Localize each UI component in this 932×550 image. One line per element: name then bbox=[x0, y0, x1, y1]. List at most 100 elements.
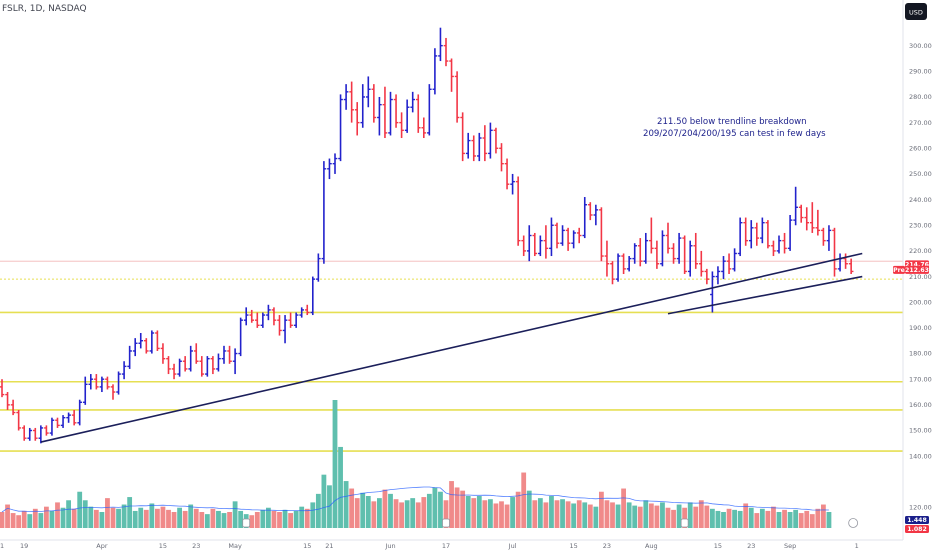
volume-bar bbox=[421, 497, 427, 528]
volume-bar bbox=[44, 506, 49, 528]
volume-bar bbox=[121, 504, 127, 528]
time-tick-label: Aug bbox=[645, 542, 658, 550]
price-tick-label: 200.00 bbox=[909, 298, 932, 306]
volume-bar bbox=[732, 509, 737, 528]
volume-bar bbox=[554, 500, 560, 528]
volume-bar bbox=[55, 502, 60, 528]
volume-bar bbox=[787, 512, 793, 528]
volume-bar bbox=[704, 505, 710, 528]
volume-bar bbox=[138, 507, 144, 528]
volume-bar bbox=[32, 508, 38, 528]
volume-bar bbox=[49, 510, 55, 528]
volume-bar bbox=[671, 509, 676, 528]
lightning-icon[interactable] bbox=[848, 518, 859, 528]
volume-bar bbox=[177, 507, 182, 528]
volume-bar bbox=[793, 509, 799, 528]
volume-bar bbox=[482, 500, 488, 528]
volume-bar bbox=[726, 508, 732, 528]
trendline[interactable] bbox=[667, 275, 863, 315]
volume-bar bbox=[388, 493, 393, 528]
volume-bar bbox=[354, 498, 360, 528]
volume-bar bbox=[765, 510, 771, 528]
earnings-marker-icon[interactable] bbox=[242, 518, 251, 528]
time-axis[interactable]: 1 19 Apr 15 23 May 15 21 Jun 17 Jul 15 23 Aug 15 23 Sep 1 bbox=[0, 539, 903, 550]
price-tick-label: 230.00 bbox=[909, 221, 932, 229]
volume-bar bbox=[449, 481, 454, 528]
volume-bar bbox=[521, 472, 527, 528]
annotation[interactable]: 211.50 below trendline breakdown 209/207… bbox=[643, 117, 826, 139]
volume-bar bbox=[204, 514, 210, 528]
volume-bar bbox=[293, 510, 299, 528]
volume-bar bbox=[771, 506, 776, 528]
volume-bar bbox=[399, 502, 404, 528]
volume-bar bbox=[143, 509, 149, 528]
volume-bar bbox=[410, 498, 416, 528]
volume-bar bbox=[254, 512, 260, 528]
volume-bar bbox=[460, 490, 466, 528]
price-tick-label: 210.00 bbox=[909, 273, 932, 281]
volume-bar bbox=[343, 481, 349, 528]
volume-bar bbox=[382, 489, 388, 528]
volume-bar bbox=[105, 498, 110, 528]
volume-bar bbox=[476, 496, 482, 528]
volume-bar bbox=[338, 446, 343, 528]
volume-bar bbox=[227, 512, 232, 528]
volume-bar bbox=[504, 504, 510, 528]
volume-bar bbox=[465, 496, 471, 528]
volume-tag bbox=[905, 516, 929, 524]
earnings-marker-icon[interactable] bbox=[680, 518, 689, 528]
volume-bar bbox=[499, 501, 504, 528]
price-tick-label: 180.00 bbox=[909, 350, 932, 358]
volume-bar bbox=[426, 493, 432, 528]
premarket-label: Pre bbox=[893, 267, 905, 274]
trendlines[interactable] bbox=[40, 252, 863, 443]
volume-bar bbox=[365, 496, 371, 528]
volume-bar bbox=[648, 503, 654, 528]
volume-bar bbox=[782, 509, 787, 528]
time-tick-label: 15 bbox=[303, 542, 311, 550]
volume-bar bbox=[77, 491, 83, 528]
volume-bar bbox=[654, 505, 660, 528]
price-bars bbox=[0, 27, 854, 444]
volume-bar bbox=[804, 510, 810, 528]
volume-bar bbox=[393, 499, 399, 528]
price-tick-label: 270.00 bbox=[909, 119, 932, 127]
volume-bar bbox=[821, 504, 826, 528]
trendline[interactable] bbox=[40, 252, 863, 443]
volume-bar bbox=[360, 492, 366, 528]
volume-bar bbox=[815, 508, 821, 528]
volume-bar bbox=[632, 505, 638, 528]
volume-bar bbox=[321, 474, 327, 528]
volume-bar bbox=[454, 487, 460, 528]
volume-bar bbox=[610, 502, 615, 528]
volume-bar bbox=[299, 506, 305, 528]
currency-label: USD bbox=[909, 9, 923, 17]
volume-bar bbox=[698, 500, 704, 528]
volume-bar bbox=[621, 488, 626, 528]
volume-bar bbox=[404, 500, 410, 528]
volume-bar bbox=[565, 501, 571, 528]
volume-bar bbox=[415, 502, 421, 528]
earnings-marker-icon[interactable] bbox=[442, 518, 450, 528]
volume-bar bbox=[776, 512, 782, 528]
volume-bar bbox=[543, 502, 549, 528]
annotation-line-2: 209/207/204/200/195 can test in few days bbox=[643, 129, 826, 139]
volume-bar bbox=[304, 508, 310, 528]
volume-bar bbox=[110, 507, 116, 528]
volume-bar bbox=[471, 498, 477, 528]
time-tick-label: May bbox=[228, 542, 242, 550]
price-tick-label: 190.00 bbox=[909, 324, 932, 332]
premarket-badge bbox=[893, 265, 905, 274]
volume-bar bbox=[682, 507, 688, 528]
volume-bar bbox=[687, 502, 693, 528]
volume-bars bbox=[0, 400, 832, 528]
volume-bar bbox=[182, 510, 188, 528]
currency-button[interactable]: USD bbox=[905, 3, 927, 20]
volume-bar bbox=[315, 493, 321, 528]
volume-bar bbox=[798, 513, 804, 528]
time-tick-label: 15 bbox=[714, 542, 722, 550]
volume-bar bbox=[660, 502, 665, 528]
